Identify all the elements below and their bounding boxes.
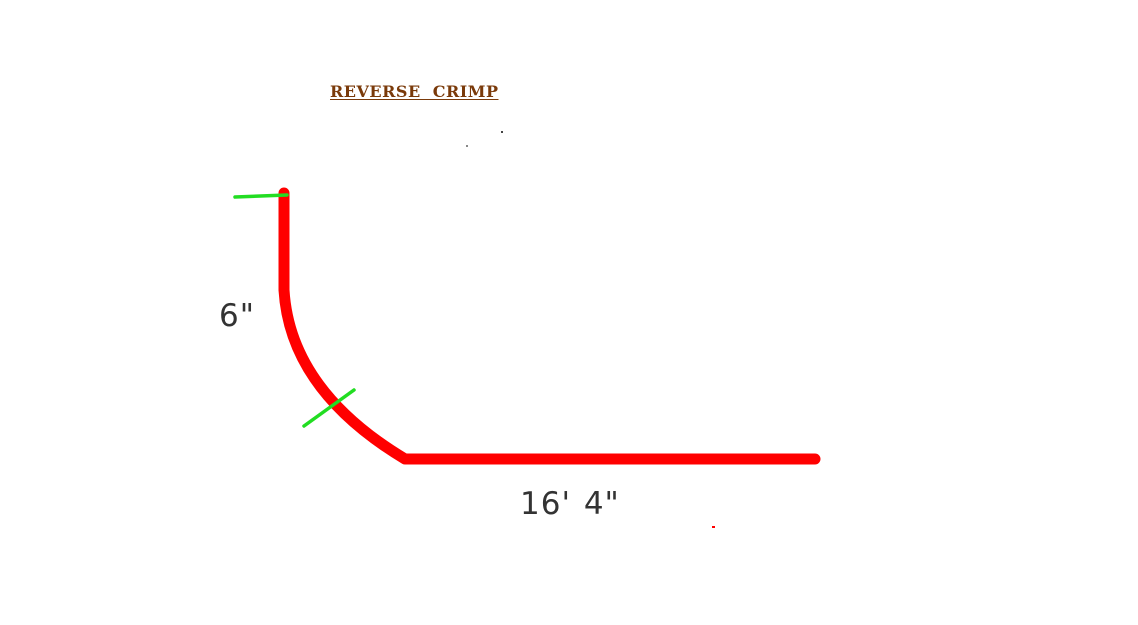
diagram-title: REVERSE CRIMP (330, 82, 499, 101)
crimp-marker (302, 388, 356, 428)
stray-speck (501, 131, 503, 133)
vertical-dimension-label: 6" (219, 298, 255, 334)
stray-speck (466, 145, 468, 147)
top-end-marker (233, 193, 289, 199)
horizontal-dimension-label: 16' 4" (520, 486, 620, 522)
profile-line (278, 187, 821, 465)
stray-speck (712, 526, 715, 528)
